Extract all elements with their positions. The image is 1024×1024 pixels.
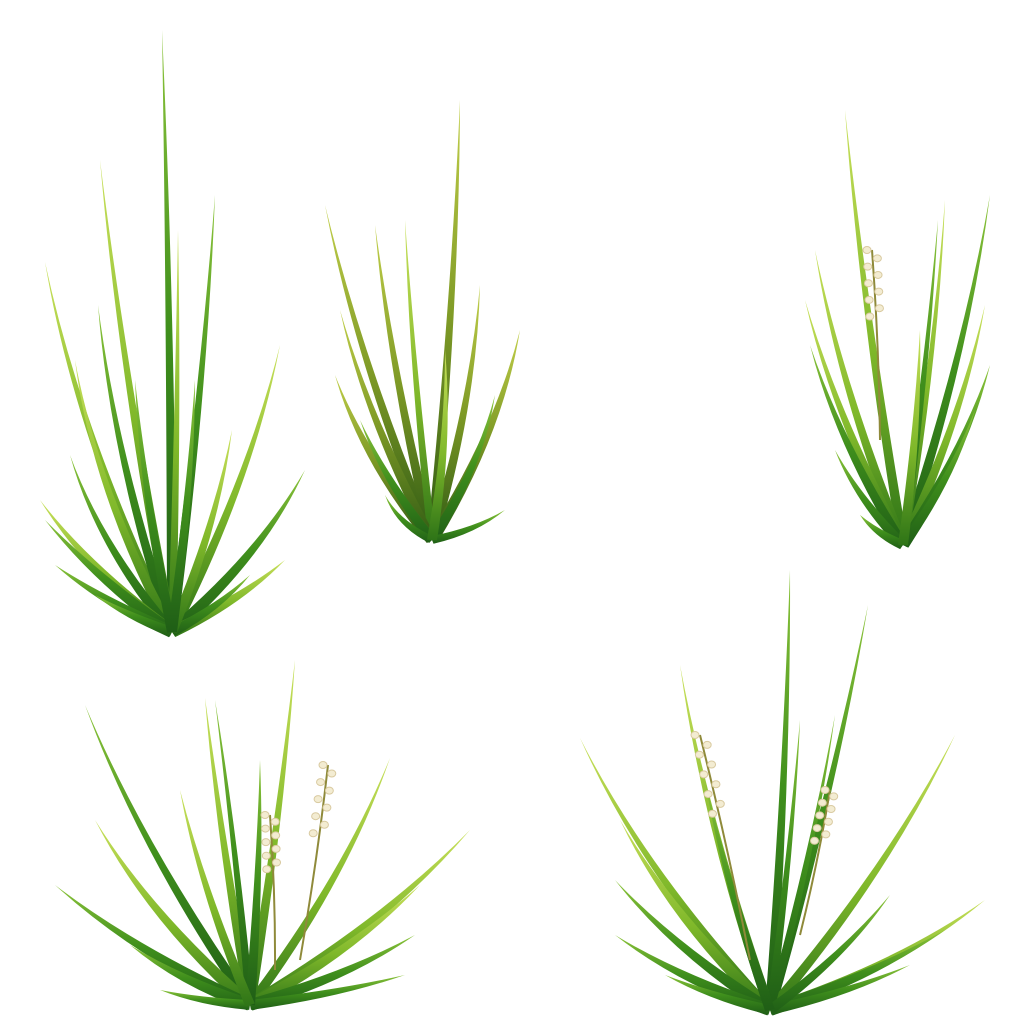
flower-bud — [327, 769, 337, 778]
grass-blade — [249, 975, 405, 1010]
grass-blade — [40, 500, 177, 637]
flower-bud — [821, 830, 831, 839]
flower-bud — [261, 851, 271, 860]
grass-blade — [245, 760, 262, 1006]
flower-stem — [799, 789, 831, 936]
flower-bud — [820, 786, 830, 794]
flower-stem — [699, 734, 751, 961]
grass-blade — [835, 450, 908, 548]
grass-blade — [898, 330, 921, 546]
grass-clump-bottom-right — [580, 570, 985, 1016]
grass-blade — [169, 575, 250, 637]
flower-bud — [715, 799, 725, 808]
flower-bud — [324, 786, 334, 795]
flower-bud — [261, 838, 271, 847]
grass-clump-tall-left — [40, 30, 305, 638]
flower-bud — [699, 770, 709, 779]
grass-blade — [55, 885, 254, 1011]
flower-bud — [702, 740, 712, 749]
flower-bud — [864, 295, 874, 304]
grass-blade — [768, 965, 910, 1015]
grass-blade — [620, 820, 775, 1014]
flower-bud — [260, 811, 270, 819]
flower-bud — [815, 811, 825, 820]
flower-bud — [863, 262, 873, 271]
grass-blade — [130, 945, 253, 1011]
grass-blade — [160, 990, 251, 1010]
flower-bud — [319, 820, 329, 829]
grass-clump-bottom-left — [55, 660, 470, 1011]
flower-bud — [817, 798, 827, 807]
flower-bud — [690, 731, 700, 739]
grass-blade — [168, 230, 180, 633]
flower-bud — [272, 858, 282, 867]
flower-bud — [862, 246, 872, 254]
flower-bud — [708, 809, 717, 818]
grass-blade — [615, 935, 773, 1016]
flower-bud — [703, 790, 713, 799]
flower-bud — [711, 780, 721, 789]
grass-blade — [765, 570, 791, 1011]
flower-bud — [829, 792, 839, 801]
grass-blade — [427, 350, 448, 541]
grass-blade — [95, 595, 175, 637]
flower-bud — [313, 795, 323, 804]
flower-bud — [823, 817, 833, 826]
flower-bud — [260, 824, 270, 833]
flower-bud — [262, 865, 272, 874]
grass-blade — [247, 935, 415, 1011]
flower-bud — [318, 761, 328, 769]
flower-bud — [874, 287, 884, 296]
flower-bud — [308, 829, 318, 838]
grass-blade — [430, 510, 505, 544]
grass-blade — [765, 735, 955, 1013]
flower-bud — [271, 831, 281, 840]
grass-blade — [767, 930, 945, 1016]
flower-stem — [299, 764, 329, 961]
grass-blade — [615, 880, 774, 1015]
flower-bud — [874, 304, 884, 313]
grass-clump-top-center — [325, 100, 520, 544]
flower-bud — [322, 803, 332, 812]
grass-blade — [45, 520, 176, 637]
flower-bud — [812, 824, 822, 833]
grass-blade — [860, 515, 906, 550]
flower-stem — [871, 249, 881, 441]
flower-bud — [872, 254, 882, 263]
flower-bud — [826, 805, 836, 814]
grass-blade — [766, 895, 890, 1014]
flower-bud — [873, 270, 883, 279]
grass-blade — [385, 495, 435, 543]
flower-bud — [694, 750, 704, 759]
flower-stem — [269, 814, 277, 971]
flower-bud — [863, 279, 873, 288]
flower-bud — [810, 836, 819, 845]
grass-blade — [246, 885, 420, 1010]
flower-bud — [271, 844, 281, 853]
flower-bud — [311, 812, 321, 821]
flower-bud — [865, 312, 875, 321]
grass-clump-top-right — [805, 110, 990, 550]
grass-blade — [215, 700, 254, 1006]
grass-blade — [665, 975, 772, 1015]
flower-bud — [316, 778, 326, 787]
grass-blade — [167, 380, 195, 633]
flower-bud — [707, 760, 717, 769]
flower-bud — [270, 817, 280, 826]
